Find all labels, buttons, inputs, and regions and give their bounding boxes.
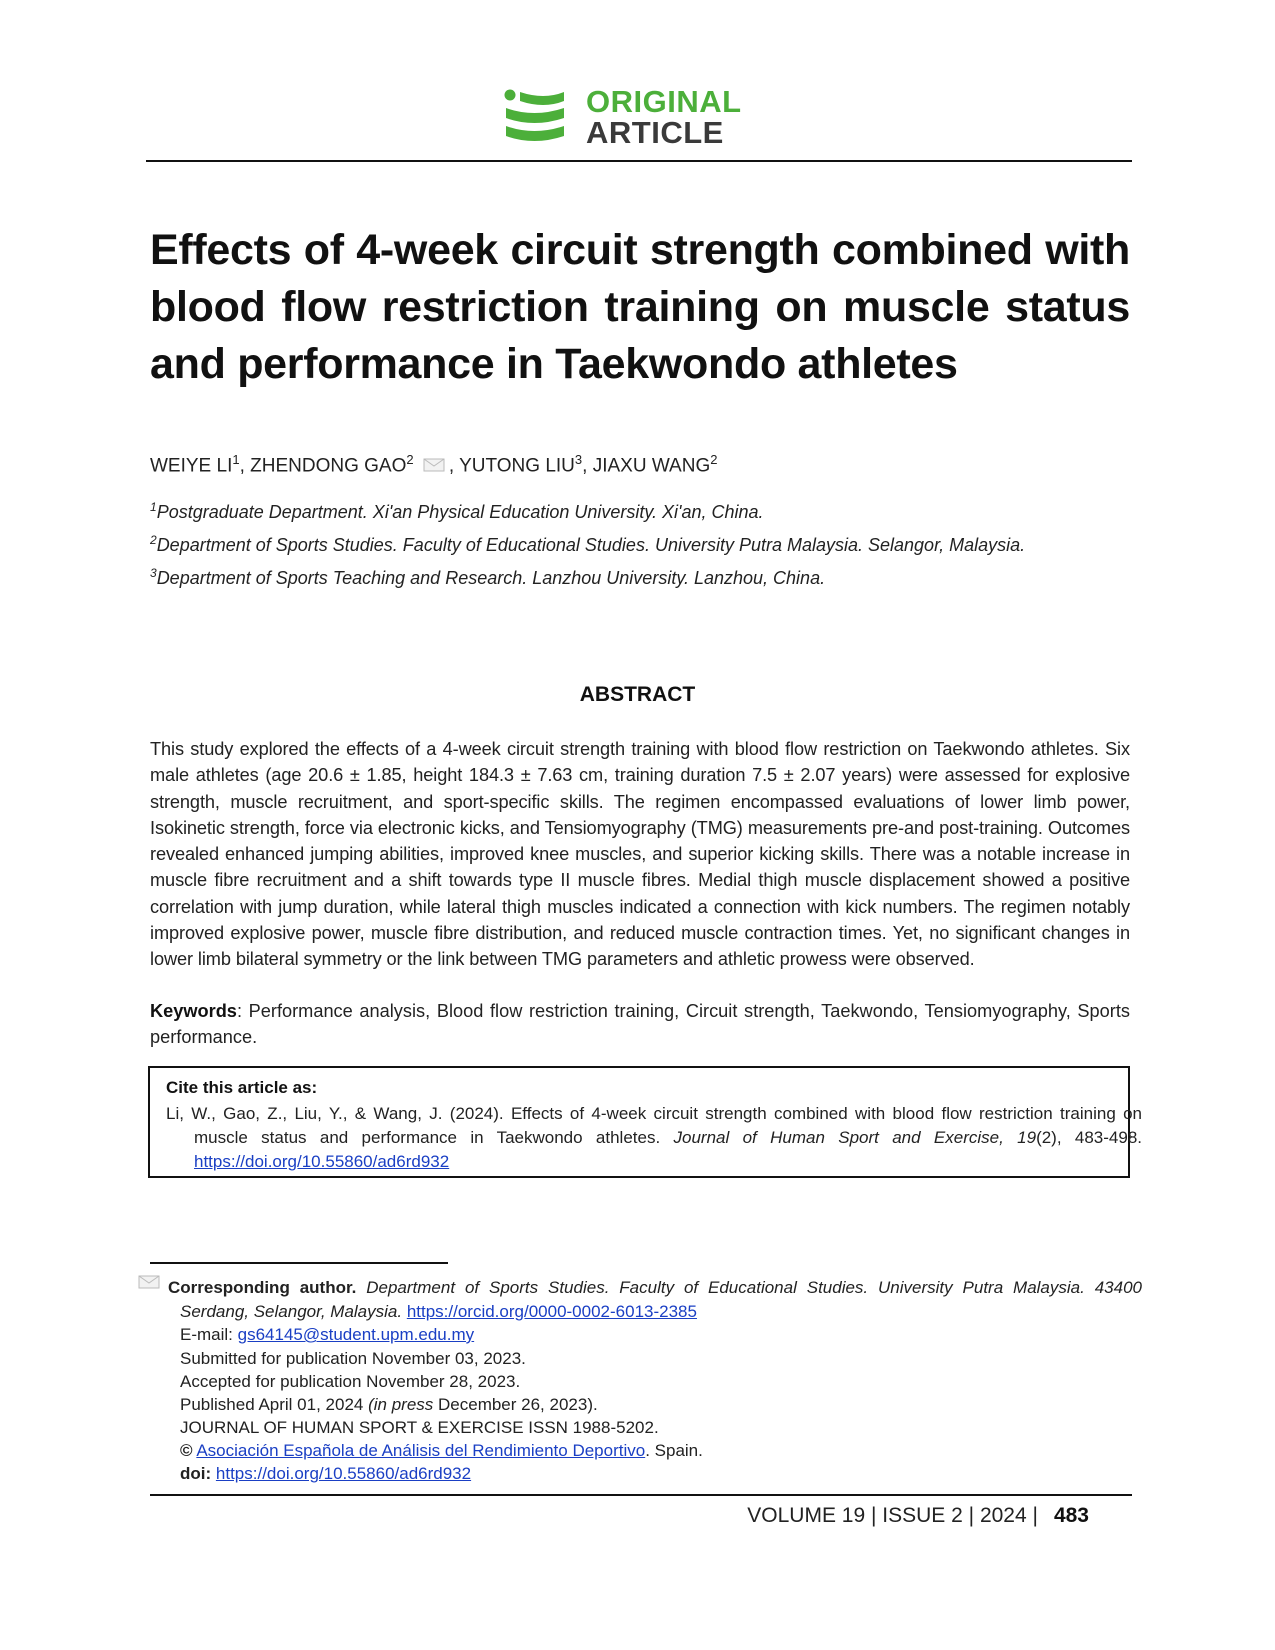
author-list: WEIYE LI1, ZHENDONG GAO2 , YUTONG LIU3, … — [150, 452, 718, 477]
envelope-icon[interactable] — [423, 457, 445, 473]
publisher-link[interactable]: Asociación Española de Análisis del Rend… — [196, 1441, 646, 1460]
keywords: Keywords: Performance analysis, Blood fl… — [150, 998, 1130, 1050]
email-link[interactable]: gs64145@student.upm.edu.my — [237, 1325, 475, 1344]
article-title: Effects of 4-week circuit strength combi… — [150, 226, 1130, 388]
copyright-symbol: © — [180, 1441, 193, 1460]
original-article-logo: ORIGINAL ARTICLE — [504, 86, 774, 148]
envelope-icon — [138, 1275, 160, 1289]
author-sup: 2 — [710, 452, 718, 467]
affiliation: 3Department of Sports Teaching and Resea… — [150, 566, 825, 589]
published-italic: (in press — [368, 1395, 434, 1414]
logo-text: ORIGINAL ARTICLE — [586, 86, 742, 148]
author-name: ZHENDONG GAO — [250, 455, 407, 477]
submitted-line: Submitted for publication November 03, 2… — [180, 1349, 526, 1368]
email-line: E-mail: gs64145@student.upm.edu.my — [180, 1325, 474, 1345]
affiliation-text: Department of Sports Teaching and Resear… — [156, 568, 826, 588]
header-rule — [146, 160, 1132, 162]
affiliation: 2Department of Sports Studies. Faculty o… — [150, 533, 1025, 556]
abstract-body: This study explored the effects of a 4-w… — [150, 739, 1130, 970]
issn-line: JOURNAL OF HUMAN SPORT & EXERCISE ISSN 1… — [180, 1418, 659, 1437]
affiliation-sup: 2 — [150, 533, 157, 547]
affiliation-text: Postgraduate Department. Xi'an Physical … — [156, 502, 764, 522]
author-sup: 1 — [232, 452, 240, 467]
publisher-post: . Spain. — [645, 1441, 703, 1460]
cite-doi-link[interactable]: https://doi.org/10.55860/ad6rd932 — [194, 1152, 450, 1171]
doi-line: doi: https://doi.org/10.55860/ad6rd932 — [180, 1464, 471, 1484]
cite-text: Li, W., Gao, Z., Liu, Y., & Wang, J. (20… — [166, 1102, 1142, 1174]
cite-box: Cite this article as: Li, W., Gao, Z., L… — [148, 1066, 1142, 1178]
footnote-rule — [150, 1262, 448, 1264]
author-name: WEIYE LI — [150, 455, 233, 477]
affiliation-text: Department of Sports Studies. Faculty of… — [156, 535, 1026, 555]
abstract-heading: ABSTRACT — [579, 683, 696, 706]
cite-text-pre: Li, W., Gao, Z., Liu, Y., & Wang, J. (20… — [166, 1104, 1142, 1147]
stacked-stripes-logo-icon — [504, 89, 564, 141]
logo-line-1: ORIGINAL — [586, 84, 742, 119]
accepted-line: Accepted for publication November 28, 20… — [180, 1372, 521, 1391]
author-name: YUTONG LIU — [459, 455, 575, 477]
cite-journal: Journal of Human Sport and Exercise, 19 — [673, 1128, 1037, 1147]
author-sup: 3 — [574, 452, 583, 467]
published-pre: Published April 01, 2024 — [180, 1395, 369, 1414]
affiliation: 1Postgraduate Department. Xi'an Physical… — [150, 500, 764, 523]
keywords-label: Keywords — [150, 1001, 237, 1021]
affiliation-sup: 1 — [150, 500, 157, 514]
volume-text: VOLUME 19 | ISSUE 2 | 2024 | — [747, 1504, 1038, 1527]
published-post: December 26, 2023). — [433, 1395, 598, 1414]
author-name: JIAXU WANG — [592, 455, 711, 477]
published-line: Published April 01, 2024 (in press Decem… — [180, 1395, 598, 1415]
logo-line-2: ARTICLE — [586, 115, 724, 150]
author-sup: 2 — [406, 452, 414, 467]
email-label: E-mail: — [180, 1325, 238, 1344]
corresponding-author: Corresponding author. Department of Spor… — [168, 1276, 1142, 1324]
keywords-text: : Performance analysis, Blood flow restr… — [150, 1001, 1130, 1047]
page-number: 483 — [1053, 1504, 1089, 1527]
doi-label: doi: — [180, 1464, 212, 1483]
affiliation-sup: 3 — [150, 566, 157, 580]
orcid-link[interactable]: https://orcid.org/0000-0002-6013-2385 — [406, 1302, 697, 1321]
cite-heading: Cite this article as: — [166, 1078, 318, 1097]
footer-rule — [150, 1494, 1132, 1496]
doi-link[interactable]: https://doi.org/10.55860/ad6rd932 — [215, 1464, 472, 1483]
corr-text: Department of Sports Studies. Faculty of… — [180, 1278, 1142, 1321]
publisher-line: © Asociación Española de Análisis del Re… — [180, 1441, 703, 1461]
corr-label: Corresponding author. — [168, 1278, 357, 1297]
cite-text-post: (2), 483-498. — [1036, 1128, 1143, 1147]
page-footer: VOLUME 19 | ISSUE 2 | 2024 | 483 — [747, 1504, 1089, 1528]
